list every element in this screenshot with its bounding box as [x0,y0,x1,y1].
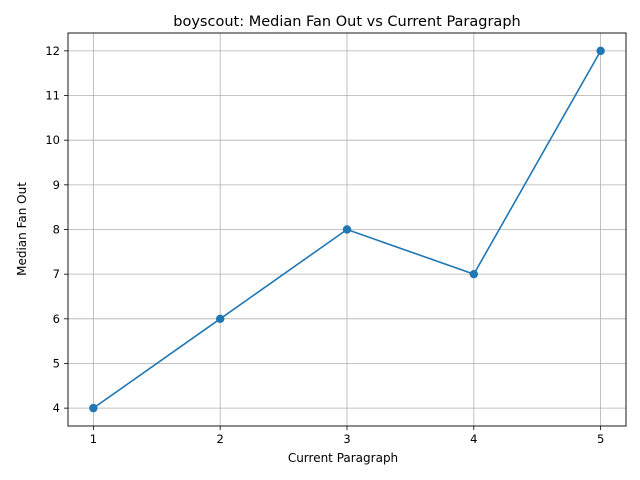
grid [68,33,626,426]
data-point [596,46,605,56]
y-tick-label: 4 [53,401,60,415]
x-tick-label: 4 [470,432,477,446]
data-point [469,269,479,279]
data-point [215,314,225,324]
chart-title: boyscout: Median Fan Out vs Current Para… [173,14,520,30]
x-axis-label: Current Paragraph [288,451,398,465]
y-axis-label: Median Fan Out [15,182,29,276]
x-tick-label: 2 [217,432,224,446]
series-layer [89,46,605,413]
x-tick-label: 5 [597,432,604,446]
data-point [342,225,352,234]
y-tick-label: 11 [45,89,60,103]
data-point [89,403,98,413]
x-tick-label: 1 [90,432,97,446]
y-tick-label: 6 [53,312,60,326]
y-tick-label: 7 [53,267,60,281]
x-tick-label: 3 [343,432,350,446]
y-tick-label: 5 [53,356,60,370]
y-tick-label: 8 [53,223,60,237]
y-tick-label: 10 [45,133,60,147]
y-tick-label: 9 [53,178,60,192]
y-tick-label: 12 [45,44,60,58]
